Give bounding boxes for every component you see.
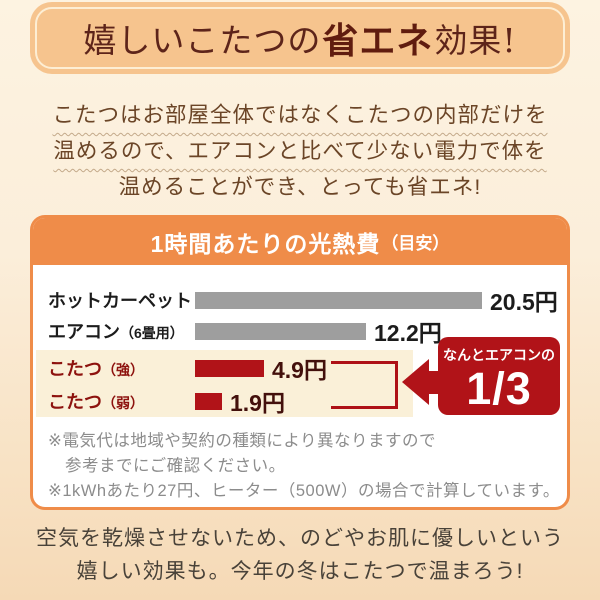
- bar-value: 20.5円: [490, 289, 558, 315]
- bar-label: こたつ（弱）: [48, 392, 144, 412]
- comparison-arrow-shaft: [427, 371, 441, 394]
- bar-value: 4.9円: [272, 357, 327, 383]
- bar-row: ホットカーペット 20.5円: [33, 283, 567, 317]
- cost-chart-panel: 1時間あたりの光熱費 （目安） ホットカーペット 20.5円 エアコン（6畳用）…: [30, 215, 570, 510]
- intro-line: 温めることができ、とっても省エネ!: [118, 175, 482, 199]
- page-title: 嬉しいこたつの 省エネ 効果!: [30, 2, 570, 74]
- chart-title-suffix: （目安）: [381, 234, 450, 253]
- comparison-bracket: [331, 361, 398, 409]
- page-title-prefix: 嬉しいこたつの: [83, 21, 322, 60]
- intro-paragraph: こたつはお部屋全体ではなくこたつの内部だけを 温めるので、エアコンと比べて少ない…: [0, 97, 600, 205]
- bar-value: 12.2円: [374, 320, 442, 346]
- intro-line: こたつはお部屋全体ではなくこたつの内部だけを: [52, 103, 548, 127]
- bar-label: こたつ（強）: [48, 359, 144, 379]
- bar-row: エアコン（6畳用） 12.2円: [33, 314, 567, 348]
- chart-title: 1時間あたりの光熱費: [150, 230, 381, 257]
- bar-row: こたつ（強） 4.9円: [33, 351, 567, 385]
- outro-paragraph: 空気を乾燥させないため、のどやお肌に優しいという 嬉しい効果も。今年の冬はこたつ…: [0, 522, 600, 588]
- bar-label: ホットカーペット: [48, 291, 192, 311]
- badge-caption: なんとエアコンの: [443, 347, 555, 363]
- intro-line: 温めるので、エアコンと比べて少ない電力で体を: [53, 139, 547, 163]
- title-banner: 嬉しいこたつの 省エネ 効果!: [30, 2, 570, 74]
- bar: [195, 322, 366, 340]
- note-line: ※電気代は地域や契約の種類により異なりますので: [48, 432, 436, 450]
- bar: [195, 359, 264, 377]
- bar: [195, 392, 222, 410]
- outro-line: 空気を乾燥させないため、のどやお肌に優しいという: [36, 527, 564, 550]
- chart-notes: ※電気代は地域や契約の種類により異なりますので 参考までにご確認ください。 ※1…: [48, 429, 560, 504]
- fraction-badge: なんとエアコンの 1/3: [438, 337, 560, 415]
- comparison-arrow-icon: [402, 359, 429, 405]
- badge-value: 1/3: [466, 363, 532, 414]
- chart-header: 1時間あたりの光熱費 （目安）: [33, 218, 567, 265]
- chart-area: ホットカーペット 20.5円 エアコン（6畳用） 12.2円 こたつ（強） 4.…: [33, 265, 567, 507]
- bar-label: エアコン（6畳用）: [48, 322, 184, 342]
- page-title-suffix: 効果!: [434, 21, 517, 60]
- note-line: 参考までにご確認ください。: [48, 457, 286, 475]
- bar-row: こたつ（弱） 1.9円: [33, 384, 567, 418]
- bar-value: 1.9円: [230, 390, 285, 416]
- outro-line: 嬉しい効果も。今年の冬はこたつで温まろう!: [76, 560, 524, 583]
- bar: [195, 291, 482, 309]
- note-line: ※1kWhあたり27円、ヒーター（500W）の場合で計算しています。: [48, 482, 560, 500]
- page-title-emphasis: 省エネ: [322, 20, 434, 61]
